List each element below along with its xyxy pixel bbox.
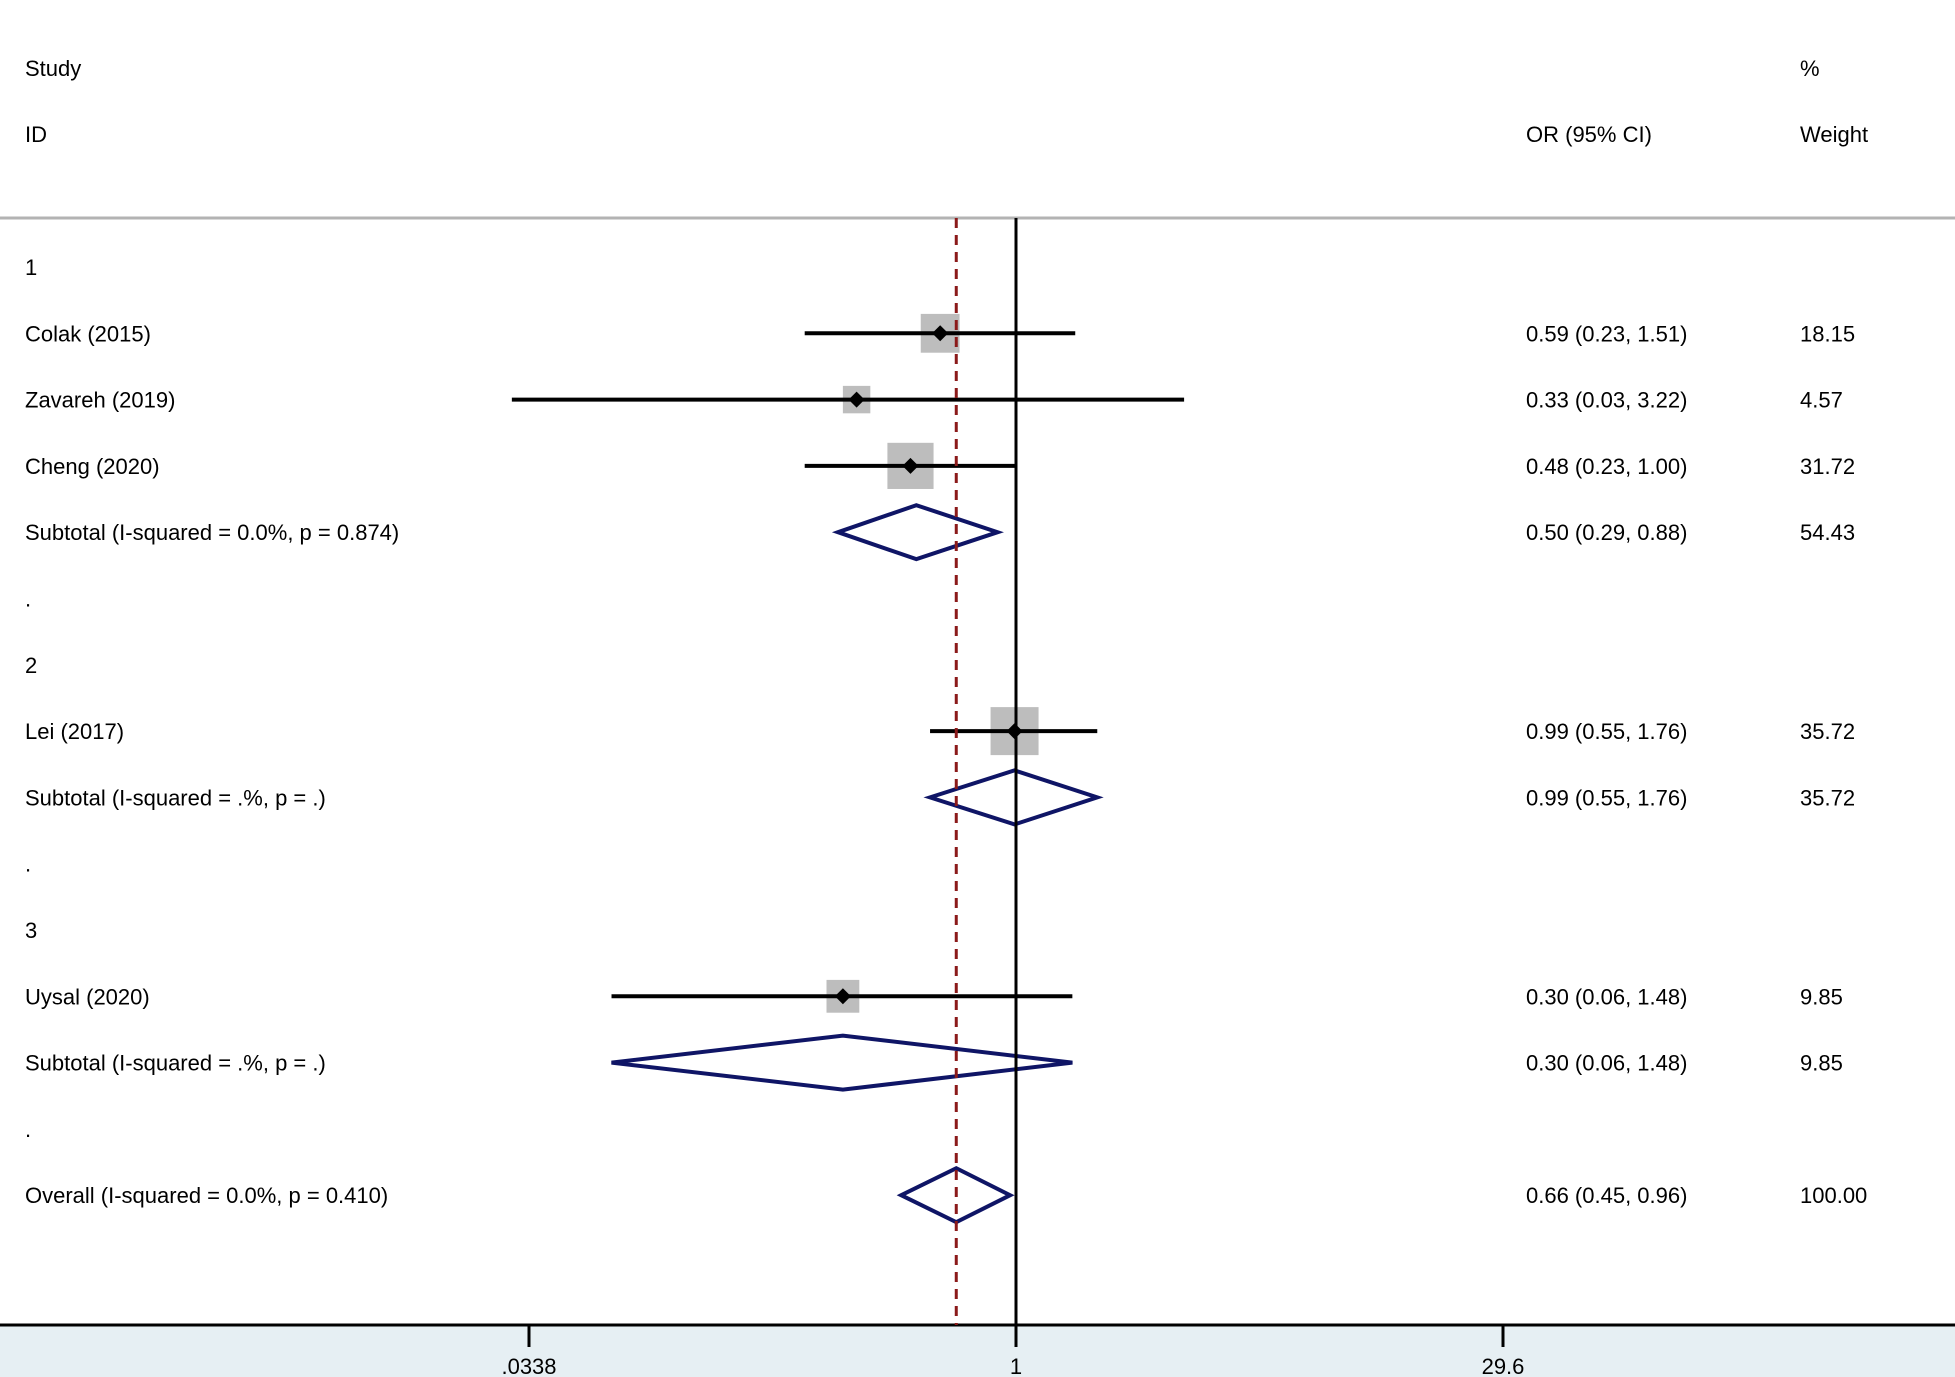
x-axis-ticks: .0338 1 29.6 <box>501 1325 1524 1377</box>
row-label: 2 <box>25 653 37 678</box>
row-effect-text: 0.48 (0.23, 1.00) <box>1526 454 1687 479</box>
row-weight-text: 54.43 <box>1800 520 1855 545</box>
row-effect-text: 0.30 (0.06, 1.48) <box>1526 1051 1687 1076</box>
row-effect-text: 0.66 (0.45, 0.96) <box>1526 1183 1687 1208</box>
row-label: Overall (I-squared = 0.0%, p = 0.410) <box>25 1183 388 1208</box>
plot-rows: 1 Colak (2015) 0.59 (0.23, 1.51) 18.15 Zavar… <box>25 255 1867 1208</box>
row-label: Cheng (2020) <box>25 454 160 479</box>
row-effect-text: 0.59 (0.23, 1.51) <box>1526 321 1687 346</box>
row-weight-text: 35.72 <box>1800 719 1855 744</box>
row-effect-text: 0.99 (0.55, 1.76) <box>1526 719 1687 744</box>
row-label: . <box>25 852 31 877</box>
subtotal-diamond <box>923 768 1104 827</box>
row-weight-text: 31.72 <box>1800 454 1855 479</box>
row-weight-text: 9.85 <box>1800 1051 1843 1076</box>
row-weight-text: 4.57 <box>1800 388 1843 413</box>
row-label: . <box>25 587 31 612</box>
subtotal-diamond <box>831 503 1004 562</box>
row-effect-text: 0.30 (0.06, 1.48) <box>1526 984 1687 1009</box>
row-weight-text: 100.00 <box>1800 1183 1867 1208</box>
row-label: Zavareh (2019) <box>25 388 175 413</box>
row-label: Subtotal (I-squared = .%, p = .) <box>25 1051 326 1076</box>
row-effect-text: 0.99 (0.55, 1.76) <box>1526 785 1687 810</box>
row-label: Subtotal (I-squared = 0.0%, p = 0.874) <box>25 520 399 545</box>
header-id-label: ID <box>25 122 47 147</box>
subtotal-diamond <box>611 1033 1073 1092</box>
row-label: 1 <box>25 255 37 280</box>
overall-diamond <box>896 1165 1015 1225</box>
header-weight-label: Weight <box>1800 122 1868 147</box>
row-effect-text: 0.33 (0.03, 3.22) <box>1526 388 1687 413</box>
header-study-label: Study <box>25 56 81 81</box>
x-tick-label: 29.6 <box>1482 1354 1525 1377</box>
row-weight-text: 35.72 <box>1800 785 1855 810</box>
row-label: Subtotal (I-squared = .%, p = .) <box>25 785 326 810</box>
row-label: Uysal (2020) <box>25 984 150 1009</box>
row-label: Lei (2017) <box>25 719 124 744</box>
row-weight-text: 18.15 <box>1800 321 1855 346</box>
row-label: . <box>25 1117 31 1142</box>
point-estimate-marker <box>932 325 949 342</box>
point-estimate-marker <box>834 988 851 1005</box>
row-label: Colak (2015) <box>25 321 151 346</box>
point-estimate-marker <box>848 391 865 408</box>
row-label: 3 <box>25 918 37 943</box>
x-tick-label: .0338 <box>501 1354 556 1377</box>
row-effect-text: 0.50 (0.29, 0.88) <box>1526 520 1687 545</box>
row-weight-text: 9.85 <box>1800 984 1843 1009</box>
point-estimate-marker <box>902 457 919 474</box>
header-effect-label: OR (95% CI) <box>1526 122 1652 147</box>
axis-band <box>0 1325 1955 1377</box>
plot-marks <box>511 218 1185 1325</box>
header-weight-percent-label: % <box>1800 56 1820 81</box>
x-tick-label: 1 <box>1010 1354 1022 1377</box>
